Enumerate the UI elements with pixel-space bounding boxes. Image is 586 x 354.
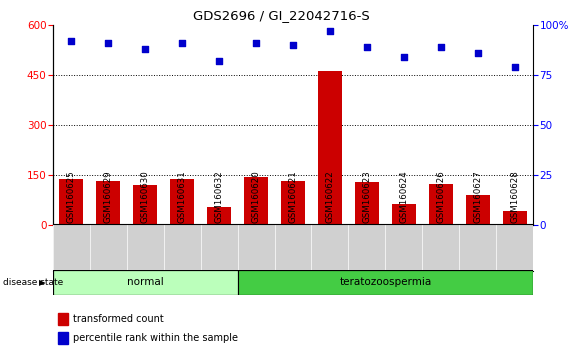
Text: normal: normal (127, 278, 163, 287)
Point (510, 64, 519, 70)
Bar (429, 184, 453, 225)
Text: percentile rank within the sample: percentile rank within the sample (73, 333, 238, 343)
Bar (59, 179, 83, 225)
Bar (503, 211, 527, 225)
Bar (207, 207, 231, 225)
Point (362, 44, 372, 50)
Bar (53, 270, 237, 295)
Point (67, 38, 76, 44)
Bar (57, 313, 68, 325)
Point (214, 58, 224, 64)
Bar (244, 177, 268, 225)
Point (473, 50, 482, 56)
Bar (170, 179, 194, 225)
Text: transformed count: transformed count (73, 314, 163, 324)
Point (141, 46, 150, 52)
Text: teratozoospermia: teratozoospermia (339, 278, 431, 287)
Bar (318, 71, 342, 225)
Bar (133, 185, 157, 225)
Bar (96, 181, 120, 225)
Bar (281, 181, 305, 225)
Bar (355, 182, 379, 225)
Bar (237, 270, 533, 295)
Text: disease state: disease state (3, 278, 63, 287)
Point (104, 40, 113, 46)
Bar (57, 332, 68, 344)
Point (251, 40, 261, 46)
Bar (466, 195, 490, 225)
Point (288, 42, 298, 48)
Point (399, 54, 408, 59)
Point (436, 44, 445, 50)
Text: GDS2696 / GI_22042716-S: GDS2696 / GI_22042716-S (193, 9, 370, 22)
Point (178, 40, 187, 46)
Bar (392, 204, 416, 225)
Text: ▶: ▶ (39, 278, 46, 287)
Point (325, 28, 335, 34)
